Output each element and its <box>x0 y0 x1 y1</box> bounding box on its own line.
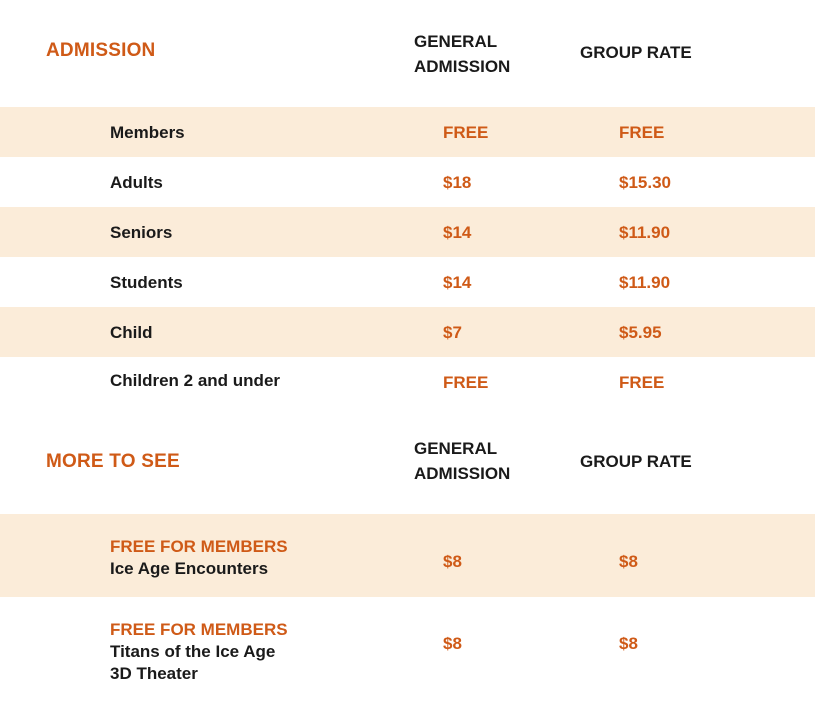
general-price: $14 <box>443 273 472 292</box>
attraction-name-line1: Ice Age Encounters <box>110 559 269 578</box>
attraction-label: FREE FOR MEMBERS Ice Age Encounters <box>110 536 288 580</box>
general-price: $14 <box>443 223 472 242</box>
admission-general-header: GENERAL ADMISSION <box>414 29 510 79</box>
group-price: FREE <box>619 373 665 392</box>
row-label: Students <box>110 273 183 292</box>
attraction-name-line1: Titans of the Ice Age <box>110 642 276 661</box>
group-price: $5.95 <box>619 323 662 342</box>
row-label: Seniors <box>110 223 173 242</box>
more-row-ice-age-encounters: FREE FOR MEMBERS Ice Age Encounters $8 $… <box>0 514 815 597</box>
general-price: FREE <box>443 123 489 142</box>
group-price: $11.90 <box>619 223 671 242</box>
admission-row-students: Students $14 $11.90 <box>0 257 815 307</box>
members-free-tag: FREE FOR MEMBERS <box>110 620 288 639</box>
row-label: Children 2 and under <box>110 371 281 390</box>
general-price: $8 <box>443 634 462 653</box>
general-price: $18 <box>443 173 472 192</box>
group-price: $8 <box>619 552 638 571</box>
row-label: Members <box>110 123 185 142</box>
admission-general-header-line2: ADMISSION <box>414 57 511 76</box>
admission-row-children-under-2: Children 2 and under FREE FREE <box>0 357 815 407</box>
group-price: $15.30 <box>619 173 671 192</box>
group-price: $11.90 <box>619 273 671 292</box>
admission-row-adults: Adults $18 $15.30 <box>0 157 815 207</box>
more-group-header: GROUP RATE <box>580 452 692 471</box>
admission-group-header: GROUP RATE <box>580 43 692 62</box>
group-price: FREE <box>619 123 665 142</box>
members-free-tag: FREE FOR MEMBERS <box>110 537 288 556</box>
admission-title: ADMISSION <box>46 40 156 61</box>
more-to-see-title: MORE TO SEE <box>46 451 180 472</box>
general-price: $8 <box>443 552 462 571</box>
general-price: $7 <box>443 323 462 342</box>
admission-row-child: Child $7 $5.95 <box>0 307 815 357</box>
admission-row-members: Members FREE FREE <box>0 107 815 157</box>
more-general-header-line1: GENERAL <box>414 439 498 458</box>
more-general-header-line2: ADMISSION <box>414 464 511 483</box>
attraction-label: FREE FOR MEMBERS Titans of the Ice Age 3… <box>110 619 288 685</box>
group-price: $8 <box>619 634 638 653</box>
row-label: Child <box>110 323 153 342</box>
admission-row-seniors: Seniors $14 $11.90 <box>0 207 815 257</box>
general-price: FREE <box>443 373 489 392</box>
admission-general-header-line1: GENERAL <box>414 32 498 51</box>
more-general-header: GENERAL ADMISSION <box>414 436 510 486</box>
row-label: Adults <box>110 173 163 192</box>
more-row-titans-3d-theater: FREE FOR MEMBERS Titans of the Ice Age 3… <box>0 597 815 707</box>
attraction-name-line2: 3D Theater <box>110 664 198 683</box>
